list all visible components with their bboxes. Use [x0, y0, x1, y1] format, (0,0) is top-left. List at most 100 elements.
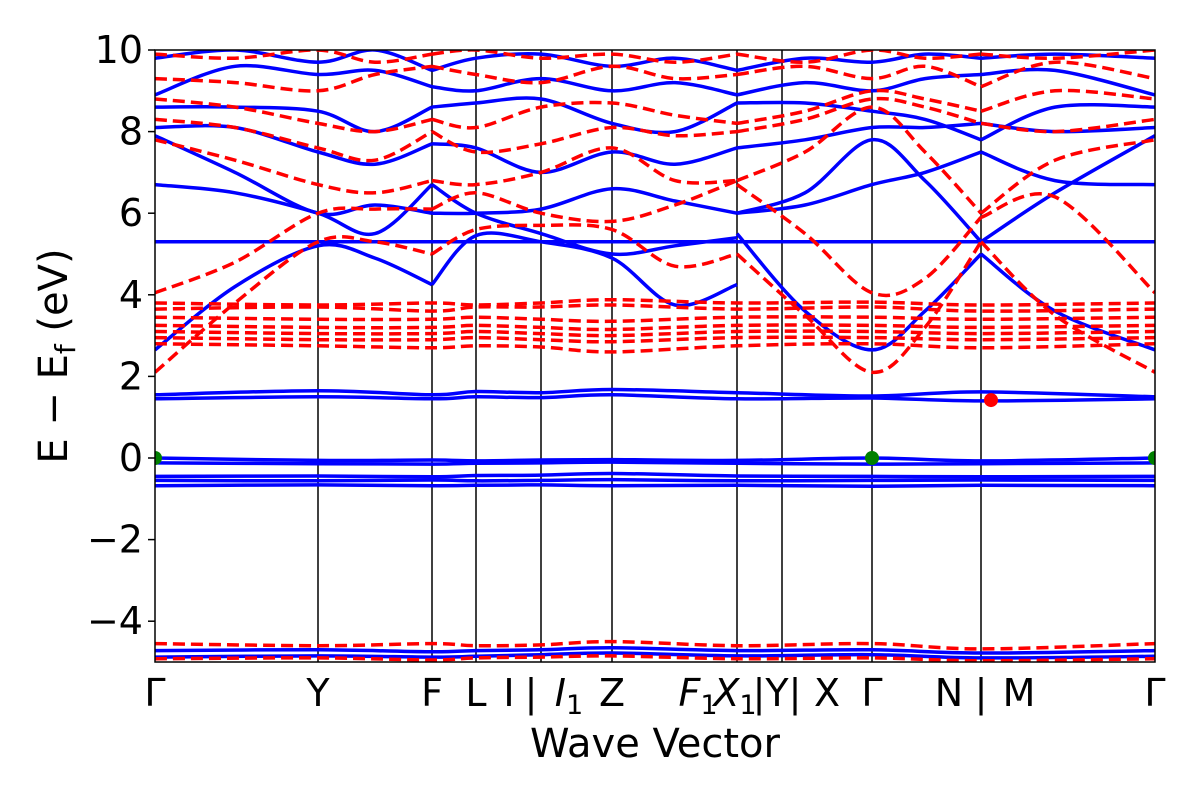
band-edge-markers [155, 393, 1155, 465]
band-line-dashed [155, 206, 433, 295]
band-edge-marker [1148, 451, 1155, 465]
x-tick-label: Y [305, 671, 330, 715]
x-tick-label: Γ [144, 671, 165, 715]
band-line-dashed [155, 639, 1155, 651]
y-axis-label-main: E − E [31, 354, 77, 464]
band-line-dashed [155, 138, 433, 195]
band-line-dashed [980, 192, 1155, 295]
band-line-dashed [155, 303, 1155, 313]
band-line-solid [736, 121, 982, 150]
band-line-dashed [155, 654, 1155, 662]
band-line-solid [155, 242, 433, 352]
band-line-solid [980, 67, 1155, 97]
x-tick-label: Γ [861, 671, 882, 715]
band-line-dashed [979, 240, 1155, 374]
band-line-dashed [431, 100, 738, 130]
band-line-dashed [155, 323, 1155, 332]
band-line-dashed [155, 97, 433, 134]
band-line-dashed [155, 50, 433, 64]
band-line-solid [155, 134, 433, 217]
x-tick-label: | [525, 671, 538, 716]
band-line-dashed [155, 335, 1155, 344]
y-tick-label: 0 [119, 436, 143, 480]
band-line-dashed [431, 223, 738, 269]
band-line-dashed [431, 146, 738, 187]
band-edge-marker [155, 451, 162, 465]
band-line-solid [980, 102, 1155, 142]
x-tick-label: X [814, 671, 840, 715]
x-tick-label: Z [599, 671, 625, 715]
band-line-dashed [155, 117, 433, 163]
band-line-solid [155, 387, 1155, 399]
y-tick-label: 6 [119, 191, 143, 235]
x-tick-label: Γ [1144, 671, 1165, 715]
band-line-dashed [735, 240, 983, 375]
x-tick-label: | [753, 671, 766, 716]
x-tick-label: N [935, 671, 963, 715]
band-line-solid [431, 186, 738, 216]
band-line-dashed [736, 88, 982, 126]
band-line-solid [155, 393, 1155, 403]
band-line-solid [155, 651, 1155, 660]
x-tick-label: | [789, 671, 802, 716]
band-line-dashed [980, 88, 1155, 113]
band-line-solid [980, 134, 1155, 244]
band-line-solid [155, 456, 1155, 463]
x-tick-label: I1 [555, 671, 583, 721]
band-line-solid [155, 50, 433, 73]
y-tick-label: 4 [119, 273, 143, 317]
y-tick-label: 8 [119, 110, 143, 154]
band-line-dashed [980, 117, 1155, 134]
y-tick-label: −4 [87, 599, 143, 643]
band-line-dashed [736, 64, 982, 89]
band-line-solid [736, 100, 982, 142]
x-tick-label: L [465, 671, 486, 715]
x-tick-label: X1 [711, 671, 756, 721]
band-line-solid [431, 96, 738, 135]
band-line-dashed [155, 297, 1155, 307]
band-line-solid [155, 123, 433, 167]
y-axis-ticks: −4 −2 0 2 4 6 8 10 [87, 28, 155, 643]
band-line-dashed [736, 96, 982, 134]
plot-frame [154, 49, 1156, 663]
band-line-solid [736, 72, 982, 97]
band-line-dashed [431, 64, 738, 85]
band-line-dashed [431, 125, 738, 155]
x-tick-label: F1 [678, 671, 717, 721]
band-line-dashed [431, 178, 738, 224]
band-line-dashed [980, 50, 1155, 60]
band-line-solid [155, 477, 1155, 483]
y-axis-label: E − Ef (eV) [31, 248, 82, 463]
band-line-solid [736, 138, 983, 243]
x-tick-label: I [503, 671, 514, 715]
y-tick-label: 10 [95, 28, 143, 72]
band-line-solid [155, 645, 1155, 655]
band-line-dashed [979, 138, 1155, 215]
band-line-dashed [980, 60, 1155, 89]
band-line-dashed [155, 315, 1155, 324]
x-tick-label: F [421, 671, 443, 715]
y-axis-label-unit: (eV) [31, 248, 77, 344]
band-line-solid [431, 142, 738, 175]
band-line-solid [155, 471, 1155, 479]
y-tick-label: 2 [119, 354, 143, 398]
band-edge-marker [865, 451, 879, 465]
x-tick-label: Y [764, 671, 789, 715]
band-edge-marker [984, 393, 998, 408]
x-tick-label: | [975, 671, 988, 716]
band-line-dashed [736, 105, 983, 215]
band-line-solid [431, 76, 738, 97]
band-line-solid [980, 150, 1155, 187]
band-line-solid [155, 105, 433, 134]
band-line-dashed [155, 235, 433, 374]
x-tick-label: M [1003, 671, 1036, 715]
y-tick-label: −2 [87, 518, 143, 562]
band-lines [155, 50, 1155, 662]
band-line-dashed [155, 341, 1155, 354]
band-line-dashed [431, 50, 738, 64]
band-line-solid [155, 460, 1155, 466]
x-axis-label: Wave Vector [530, 721, 781, 767]
band-line-solid [735, 232, 983, 352]
